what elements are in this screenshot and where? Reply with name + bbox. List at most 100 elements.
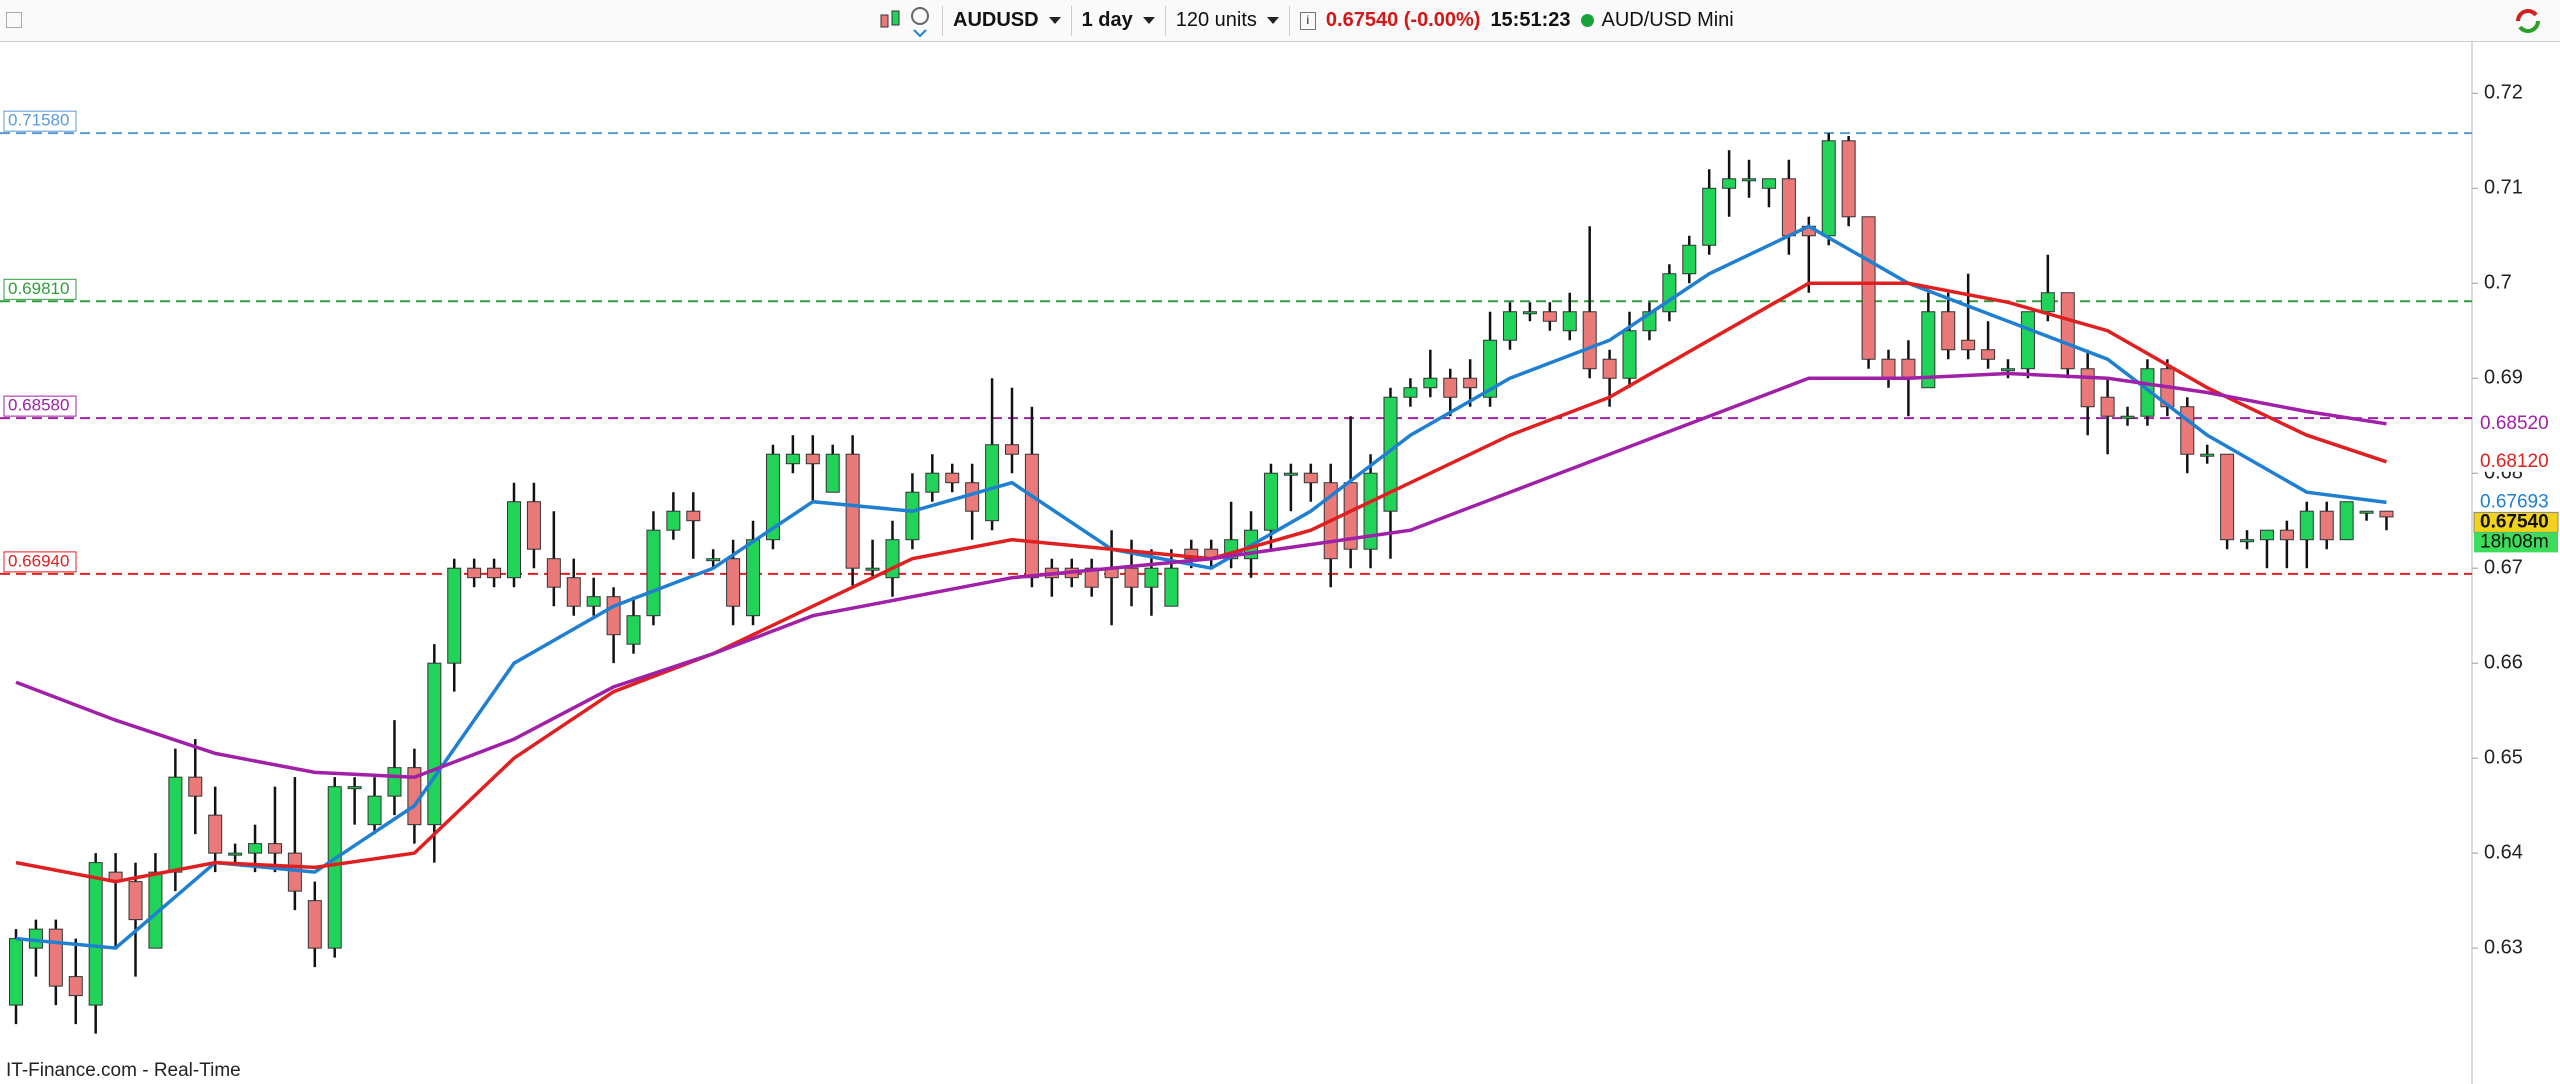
candle-body (1722, 178, 1737, 189)
candle-body (805, 453, 820, 465)
candle-body (925, 472, 940, 493)
candle-body (188, 776, 203, 797)
candle-body (1881, 358, 1896, 379)
candle-body (248, 843, 263, 854)
level-label: 0.71580 (8, 111, 69, 130)
countdown: 18h08m (2480, 531, 2549, 552)
candle-body (1622, 330, 1637, 379)
candle-body (2040, 292, 2055, 313)
price-tag: 0.67693 (2480, 491, 2549, 512)
candle-body (1283, 472, 1298, 476)
units[interactable]: 120 units (1175, 9, 1257, 31)
candle-body (467, 567, 482, 579)
candle-body (307, 900, 322, 949)
candle-body (706, 558, 721, 562)
candle-body (566, 577, 581, 607)
status-dot (1580, 14, 1594, 27)
candle-body (1263, 472, 1278, 531)
candle-body (128, 881, 143, 921)
level-label: 0.68580 (8, 396, 69, 415)
candle-body (1781, 178, 1796, 237)
footer: IT-Finance.com - Real-Time (6, 1060, 241, 1081)
candle-body (746, 539, 761, 617)
candle-body (845, 453, 860, 569)
candle-body (1941, 311, 1956, 351)
candle-body (726, 558, 741, 607)
candle-body (447, 567, 462, 664)
candle-body (2200, 453, 2215, 457)
candle-body (1542, 311, 1557, 322)
clock: 15:51:23 (1490, 9, 1571, 31)
moving-average (15, 371, 2387, 779)
candle-body (427, 662, 442, 826)
candle-body (347, 786, 362, 790)
indicator-icon[interactable] (908, 4, 932, 38)
candle-body (1682, 244, 1697, 275)
candle-body (387, 767, 402, 797)
candle-body (2220, 453, 2235, 541)
candle-body (1841, 140, 1856, 218)
candle-body (88, 862, 103, 1006)
candle-body (2100, 396, 2115, 417)
candle-body (2240, 539, 2255, 543)
candle-body (228, 852, 243, 856)
menu-box[interactable] (6, 12, 22, 28)
price-tag-box (2474, 413, 2558, 434)
candle-body (2001, 368, 2015, 372)
candle-body (1981, 349, 1996, 360)
candle-body (168, 776, 183, 873)
candle-body (1562, 311, 1577, 332)
candle-body (1005, 444, 1019, 455)
candle-body (2379, 510, 2394, 518)
candle-body (1702, 187, 1717, 246)
price-tag-box (2474, 492, 2558, 513)
candle-body (208, 814, 223, 854)
candle-body (586, 596, 601, 607)
candle-body (1901, 358, 1916, 379)
y-tick-label: 0.64 (2484, 841, 2523, 863)
level-label: 0.69810 (8, 279, 69, 298)
candle-body (1184, 548, 1199, 560)
candle-body (2120, 415, 2135, 419)
candle-body (1084, 567, 1099, 588)
candle-body (1423, 377, 1438, 389)
countdown-box (2474, 532, 2558, 553)
candle-body (2299, 510, 2314, 541)
y-tick-label: 0.66 (2484, 651, 2523, 673)
chart-type-icon[interactable] (878, 7, 908, 35)
y-tick-label: 0.67 (2484, 556, 2523, 578)
last-price: 0.67540 (-0.00%) (1325, 9, 1481, 31)
candle-body (785, 453, 800, 465)
candle-body (765, 453, 780, 541)
moving-average (15, 224, 2387, 950)
refresh-icon[interactable] (2510, 3, 2546, 39)
toolbar: AUDUSD 1 day 120 units i 0.67540 (-0.00%… (0, 0, 2560, 42)
candle-body (606, 596, 621, 636)
candle-body (905, 491, 920, 541)
toolbar-group: AUDUSD 1 day 120 units i 0.67540 (-0.00%… (878, 0, 1734, 41)
price-tag: 0.68520 (2480, 413, 2549, 434)
candle-body (1443, 377, 1458, 398)
candle-body (1522, 311, 1537, 315)
candle-body (367, 795, 382, 826)
price-tag: 0.67540 (2480, 511, 2549, 532)
y-tick-label: 0.65 (2484, 746, 2523, 768)
interval[interactable]: 1 day (1081, 9, 1133, 31)
candle-body (825, 453, 840, 493)
candle-body (1662, 273, 1677, 313)
candle-body (1602, 358, 1617, 379)
candle-body (2080, 368, 2095, 408)
instrument: AUD/USD Mini (1601, 9, 1734, 31)
candle-body (666, 510, 681, 531)
candle-body (2319, 510, 2334, 541)
info-icon[interactable]: i (1299, 11, 1316, 30)
price-tag: 0.68120 (2480, 451, 2549, 472)
candle-body (945, 472, 960, 484)
y-tick-label: 0.7 (2484, 272, 2512, 294)
candle-body (2339, 501, 2354, 541)
candle-body (546, 558, 561, 588)
candle-body (507, 501, 521, 579)
symbol[interactable]: AUDUSD (953, 9, 1039, 31)
